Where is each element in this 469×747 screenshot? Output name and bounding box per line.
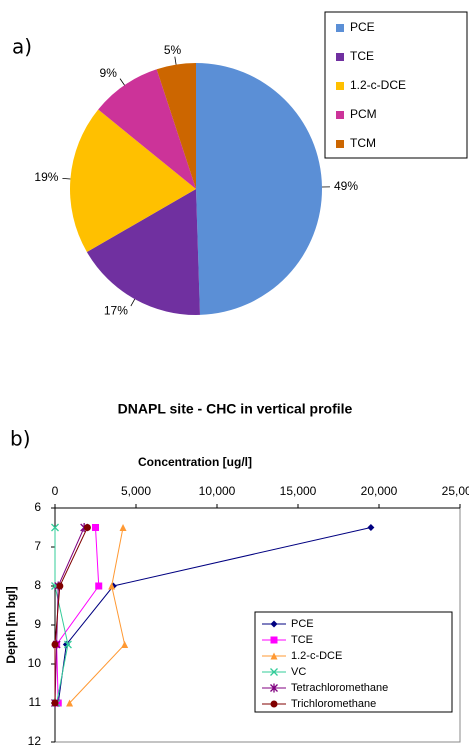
leader-line <box>174 56 177 65</box>
marker <box>119 524 127 531</box>
x-axis-label: Concentration [ug/l] <box>138 455 252 469</box>
chart-title: DNAPL site - CHC in vertical profile <box>118 401 353 417</box>
legend-label: 1.2-c-DCE <box>350 78 406 92</box>
legend-swatch <box>336 140 344 148</box>
y-tick-label: 6 <box>34 500 41 514</box>
x-tick-label: 15,000 <box>280 484 317 498</box>
y-tick-label: 9 <box>34 617 41 631</box>
marker <box>270 652 278 660</box>
legend-swatch <box>336 111 344 119</box>
y-tick-label: 7 <box>34 539 41 553</box>
legend-label: TCE <box>291 634 313 646</box>
legend-swatch <box>336 24 344 32</box>
legend-label: Tetrachloromethane <box>291 682 388 694</box>
panel-label: a) <box>12 35 32 59</box>
leader-line <box>119 78 125 86</box>
legend-label: TCE <box>350 49 374 63</box>
legend-label: PCE <box>291 618 314 630</box>
x-tick-label: 25,000 <box>442 484 469 498</box>
panel-label: b) <box>10 427 31 451</box>
pie-slice <box>70 109 196 253</box>
marker <box>270 636 278 644</box>
marker <box>51 699 59 707</box>
slice-label: 9% <box>100 66 118 80</box>
legend-label: Trichloromethane <box>291 698 376 710</box>
slice-label: 19% <box>34 170 58 184</box>
x-tick-label: 0 <box>52 484 59 498</box>
legend-label: TCM <box>350 136 376 150</box>
slice-label: 17% <box>104 304 128 318</box>
marker <box>92 524 99 531</box>
series-line <box>54 527 88 703</box>
legend-box <box>324 11 468 159</box>
legend-label: VC <box>291 666 306 678</box>
y-tick-label: 8 <box>34 578 41 592</box>
leader-line <box>62 177 71 180</box>
slice-label: 5% <box>164 43 182 57</box>
marker <box>367 524 375 531</box>
legend-label: PCE <box>350 20 375 34</box>
marker <box>108 582 116 590</box>
marker <box>64 640 72 649</box>
y-tick-label: 12 <box>28 734 42 747</box>
x-tick-label: 5,000 <box>121 484 151 498</box>
marker <box>270 683 278 693</box>
legend-swatch <box>336 82 344 90</box>
marker <box>66 699 74 707</box>
legend-swatch <box>336 53 344 61</box>
marker <box>51 523 59 532</box>
series-line <box>69 527 126 704</box>
pie-slice <box>196 63 323 315</box>
marker <box>56 582 64 590</box>
marker <box>83 524 91 531</box>
legend-label: 1.2-c-DCE <box>291 650 342 662</box>
pie-slice <box>98 69 196 189</box>
series-line <box>54 527 69 704</box>
marker <box>95 582 103 590</box>
marker <box>270 620 278 628</box>
pie-slice <box>156 63 196 189</box>
marker <box>270 700 278 708</box>
y-tick-label: 10 <box>28 656 42 670</box>
marker <box>121 641 129 648</box>
leader-line <box>130 298 136 307</box>
legend-box <box>254 611 453 713</box>
legend-label: PCM <box>350 107 377 121</box>
x-tick-label: 20,000 <box>361 484 398 498</box>
y-axis-label: Depth [m bgl] <box>4 586 18 663</box>
y-tick-label: 11 <box>29 695 42 709</box>
marker <box>270 668 278 676</box>
x-tick-label: 10,000 <box>199 484 236 498</box>
pie-slice <box>86 189 200 315</box>
marker <box>51 641 59 648</box>
slice-label: 49% <box>334 179 358 193</box>
series-line <box>56 527 100 704</box>
